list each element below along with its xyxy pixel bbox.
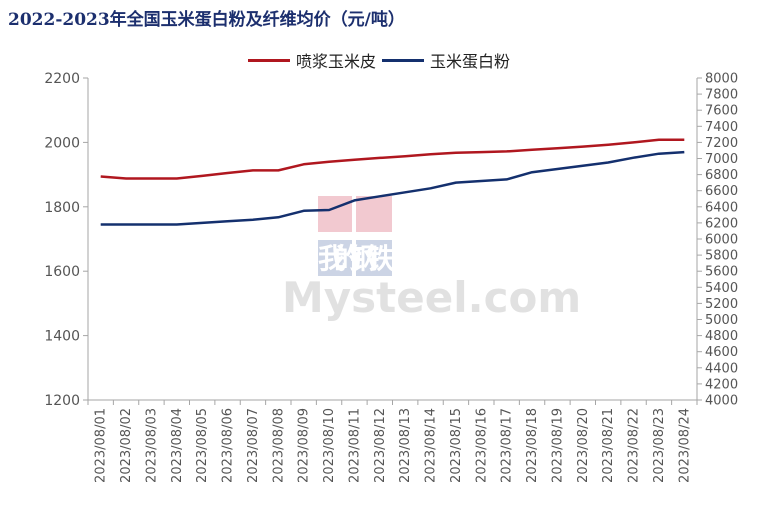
y-right-tick-label: 6000 [705, 233, 738, 248]
x-tick-label: 2023/08/18 [525, 408, 540, 483]
x-tick-label: 2023/08/08 [271, 408, 286, 483]
chart-title: 2022-2023年全国玉米蛋白粉及纤维均价（元/吨） [8, 10, 405, 30]
x-tick-label: 2023/08/03 [144, 408, 159, 483]
x-tick-label: 2023/08/05 [195, 408, 210, 483]
y-right-tick-label: 8000 [705, 72, 738, 87]
y-right-tick-label: 7400 [705, 120, 738, 135]
y-right-tick-label: 4600 [705, 345, 738, 360]
watermark-brand-en: Mysteel.com [282, 273, 581, 322]
legend-swatch-red [248, 58, 290, 62]
x-tick-label: 2023/08/14 [424, 408, 439, 483]
y-left-tick-label: 1200 [44, 393, 80, 409]
x-tick-label: 2023/08/02 [119, 408, 134, 483]
y-right-tick-label: 5000 [705, 313, 738, 328]
y-left-tick-label: 1600 [44, 264, 80, 280]
chart-legend: 喷浆玉米皮 玉米蛋白粉 [248, 48, 516, 72]
watermark-logo-box-blue [318, 240, 352, 276]
y-right-tick-label: 6600 [705, 184, 738, 199]
y-right-tick-label: 4200 [705, 377, 738, 392]
watermark-logo-box-blue-2 [356, 240, 392, 276]
y-left-tick-label: 1800 [44, 200, 80, 216]
y-right-tick-label: 7800 [705, 88, 738, 103]
y-right-tick-label: 5200 [705, 297, 738, 312]
x-tick-label: 2023/08/16 [474, 408, 489, 483]
x-tick-label: 2023/08/19 [550, 408, 565, 483]
x-tick-label: 2023/08/23 [652, 408, 667, 483]
y-right-tick-label: 7200 [705, 136, 738, 151]
x-tick-label: 2023/08/01 [94, 408, 109, 483]
x-tick-label: 2023/08/22 [627, 408, 642, 483]
x-tick-label: 2023/08/21 [601, 408, 616, 483]
watermark: 我的钢铁 Mysteel.com [282, 196, 581, 322]
y-right-tick-label: 5800 [705, 249, 738, 264]
legend-item-blue: 玉米蛋白粉 [382, 48, 510, 72]
series-line-0 [100, 138, 685, 180]
watermark-brand-cn: 我的钢铁 [318, 242, 394, 275]
y-left-tick-label: 2000 [44, 135, 80, 151]
x-tick-label: 2023/08/04 [170, 408, 185, 483]
y-left-tick-label: 1400 [44, 329, 80, 345]
x-tick-label: 2023/08/11 [347, 408, 362, 483]
x-tick-label: 2023/08/20 [576, 408, 591, 483]
x-tick-label: 2023/08/12 [373, 408, 388, 483]
x-tick-label: 2023/08/07 [246, 408, 261, 483]
y-right-tick-label: 4800 [705, 329, 738, 344]
x-tick-label: 2023/08/24 [677, 408, 692, 483]
watermark-logo-box-red [318, 196, 352, 232]
legend-item-red: 喷浆玉米皮 [248, 48, 376, 72]
x-tick-label: 2023/08/09 [297, 408, 312, 483]
x-tick-label: 2023/08/10 [322, 408, 337, 483]
y-right-tick-label: 7600 [705, 104, 738, 119]
legend-label-blue: 玉米蛋白粉 [430, 52, 511, 71]
y-right-tick-label: 4000 [705, 394, 738, 409]
axes: 1200 1400 1600 1800 2000 2200 4000 420044004600… [44, 71, 738, 483]
y-right-tick-label: 6800 [705, 168, 738, 183]
legend-swatch-blue [382, 58, 425, 62]
series-lines [100, 138, 685, 226]
x-tick-label: 2023/08/15 [449, 408, 464, 483]
y-right-tick-label: 6400 [705, 200, 738, 215]
x-tick-label: 2023/08/06 [221, 408, 236, 483]
y-left-tick-label: 2200 [44, 71, 80, 87]
y-right-tick-label: 7000 [705, 152, 738, 167]
series-line-1 [100, 150, 685, 226]
y-right-tick-label: 5600 [705, 265, 738, 280]
watermark-logo-box-red-2 [356, 196, 392, 232]
x-tick-label: 2023/08/17 [500, 408, 515, 483]
y-right-tick-label: 5400 [705, 281, 738, 296]
y-right-tick-label: 6200 [705, 216, 738, 231]
legend-label-red: 喷浆玉米皮 [296, 52, 377, 71]
y-right-tick-label: 4400 [705, 361, 738, 376]
x-tick-label: 2023/08/13 [398, 408, 413, 483]
